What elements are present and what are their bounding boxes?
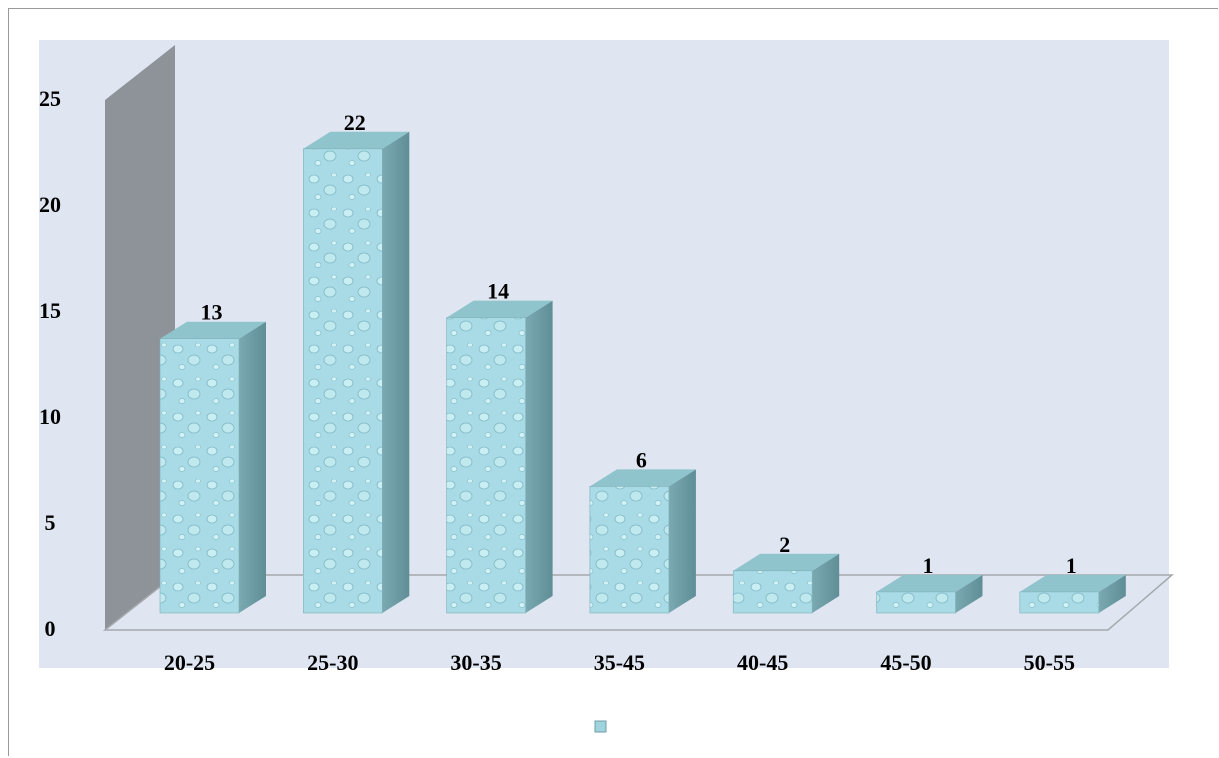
x-category-label: 45-50 bbox=[880, 650, 931, 675]
data-label: 2 bbox=[779, 532, 790, 557]
bars-group bbox=[159, 131, 1126, 614]
bar bbox=[732, 553, 840, 614]
data-label: 22 bbox=[344, 110, 366, 135]
y-tick-label: 20 bbox=[39, 192, 61, 217]
x-category-label: 25-30 bbox=[307, 650, 358, 675]
data-label: 1 bbox=[923, 553, 934, 578]
data-label: 6 bbox=[636, 447, 647, 472]
bar-top bbox=[446, 300, 553, 318]
y-tick-label: 25 bbox=[39, 86, 61, 111]
bar-top bbox=[1019, 574, 1126, 592]
bar-side bbox=[525, 300, 553, 613]
x-category-label: 30-35 bbox=[450, 650, 501, 675]
bar-top bbox=[733, 553, 840, 571]
bar-front bbox=[302, 148, 383, 614]
y-tick-label: 0 bbox=[45, 616, 56, 641]
bar-side bbox=[239, 321, 266, 613]
y-tick-label: 15 bbox=[39, 298, 61, 323]
bar bbox=[589, 469, 696, 614]
bar bbox=[1019, 574, 1126, 614]
bar-front bbox=[589, 486, 670, 614]
data-labels: 13 22 14 6 2 1 1 bbox=[201, 110, 1077, 578]
bar-top bbox=[589, 469, 696, 487]
x-category-label: 35-45 bbox=[594, 650, 645, 675]
bar bbox=[302, 131, 410, 614]
x-category-label: 50-55 bbox=[1024, 650, 1075, 675]
x-category-label: 40-45 bbox=[737, 650, 788, 675]
bar-side bbox=[382, 131, 410, 614]
bar bbox=[876, 574, 983, 614]
x-category-label: 20-25 bbox=[164, 650, 215, 675]
data-label: 13 bbox=[201, 300, 223, 325]
data-label: 1 bbox=[1066, 553, 1077, 578]
back-wall bbox=[105, 45, 175, 630]
y-tick-label: 10 bbox=[39, 404, 61, 429]
chart-frame bbox=[8, 8, 1218, 756]
bar-top bbox=[876, 574, 983, 592]
bar bbox=[446, 300, 553, 614]
bar-top bbox=[303, 131, 410, 149]
bar-side bbox=[955, 574, 983, 613]
data-label: 14 bbox=[487, 279, 509, 304]
y-tick-label: 5 bbox=[45, 510, 56, 535]
y-axis-ticks: 0 5 10 15 20 25 bbox=[39, 86, 61, 641]
x-axis-categories: 20-25 25-30 30-35 35-45 40-45 45-50 50-55 bbox=[164, 650, 1075, 675]
bar bbox=[159, 321, 266, 614]
legend bbox=[594, 720, 607, 733]
bar-front bbox=[159, 338, 240, 614]
bar-front bbox=[1019, 591, 1100, 614]
bar-side bbox=[668, 469, 696, 613]
legend-swatch bbox=[594, 720, 607, 733]
bar-top bbox=[160, 321, 266, 339]
bar-front bbox=[732, 570, 813, 614]
bar-front bbox=[876, 591, 956, 614]
bar-side bbox=[812, 553, 840, 613]
bar-front bbox=[446, 317, 526, 614]
bar-side bbox=[1098, 574, 1126, 613]
